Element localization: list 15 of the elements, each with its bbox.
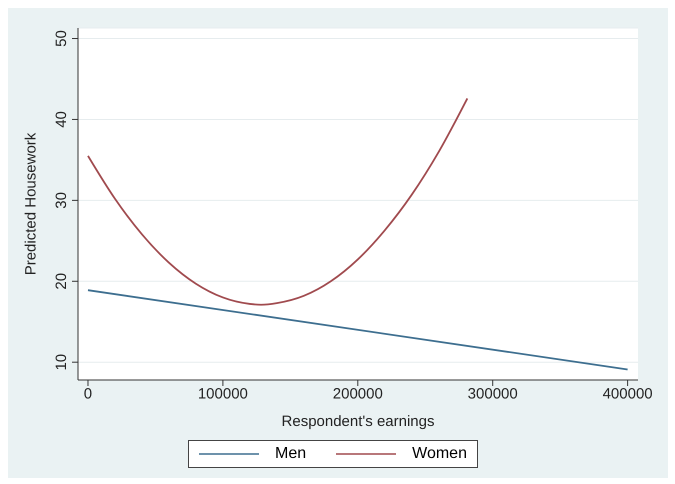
- y-tick-label: 20: [53, 272, 70, 290]
- y-tick-label: 30: [53, 192, 70, 209]
- y-axis-title: Predicted Housework: [22, 132, 40, 276]
- x-tick-label: 100000: [198, 386, 248, 403]
- x-axis-title: Respondent's earnings: [282, 413, 434, 430]
- line-series: [87, 98, 468, 306]
- legend-label: Men: [275, 445, 306, 463]
- y-tick-label: 50: [53, 30, 70, 47]
- x-tick-label: 400000: [602, 386, 653, 403]
- x-tick-label: 300000: [468, 386, 518, 403]
- y-tick-label: 40: [53, 111, 70, 128]
- y-tick-label: 10: [53, 354, 70, 371]
- x-tick-label: 200000: [332, 386, 383, 403]
- x-tick-label: 0: [84, 386, 92, 403]
- legend-label: Women: [412, 445, 467, 463]
